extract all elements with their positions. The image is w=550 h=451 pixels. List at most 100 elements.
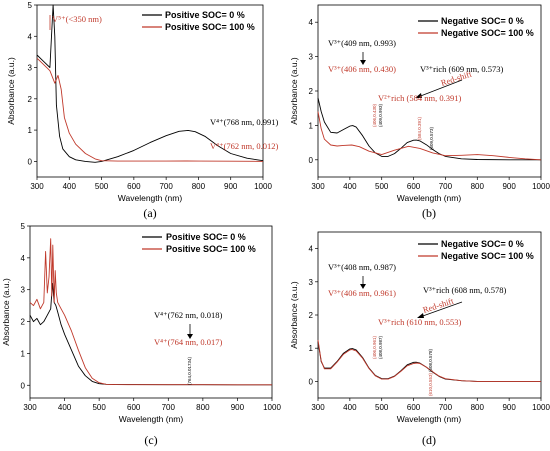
panel-a-x-tick-label-2: 500: [95, 182, 109, 191]
panel-c-legend-label-0: Positive SOC= 0 %: [166, 232, 246, 242]
panel-b-annotation-arrowhead: [360, 60, 366, 65]
panel-b-y-tick-label-1: 1: [309, 121, 314, 130]
panel-b-x-tick-label-7: 1000: [532, 182, 550, 191]
panel-d-y-tick-label-1: 1: [309, 344, 314, 353]
panel-b-ticks: 300 400 500 600 700 800 900 1000 0 1 2 3 4: [309, 18, 550, 191]
panel-a-x-tick-label-7: 1000: [254, 182, 272, 191]
panel-d-y-axis-title: Absorbance (a.u.): [289, 281, 299, 349]
panel-a-x-tick-label-1: 400: [63, 182, 77, 191]
panel-d-ticks: 300 400 500 600 700 800 900 1000 0 1 2 3 4: [309, 245, 550, 412]
panel-a-y-tick-label-3: 3: [28, 64, 33, 73]
panel-b-point-label-409: (409,0.993): [378, 103, 383, 127]
panel-d-y-tick-label-4: 4: [309, 245, 314, 254]
panel-a-annotation-v4-100: V⁴⁺(762 nm, 0.012): [210, 141, 279, 151]
panel-b-series: [317, 97, 542, 161]
panel-b-redshift-arrowhead: [415, 93, 422, 98]
panel-c-y-tick-label-4: 4: [21, 254, 26, 263]
panel-a-series-line-0: [36, 4, 264, 163]
panel-c-y-tick-label-5: 5: [21, 222, 26, 231]
panel-c-y-axis-title: Absorbance (a.u.): [1, 278, 11, 346]
panel-c-y-tick-label-0: 0: [21, 381, 26, 390]
panel-b-annotation-v3rich: V³⁺rich (609 nm, 0.573): [420, 64, 503, 74]
panel-c-annotation-v4-0: V⁴⁺(762 nm, 0.018): [154, 310, 223, 320]
panel-b-legend-label-0: Negative SOC= 0 %: [441, 16, 524, 26]
panel-b-point-label-584: (584,0.391): [417, 116, 422, 140]
panel-d-annotation-redshift: Red-shift: [422, 295, 456, 314]
panel-d-point-label-408: (408,0.987): [378, 335, 383, 359]
panel-b-point-label-609: (609,0.573): [429, 126, 434, 150]
panel-a-series: [36, 4, 264, 163]
panel-a-label: (a): [143, 206, 156, 220]
panel-a-x-axis-title: Wavelength (nm): [118, 193, 183, 203]
panel-d-x-tick-label-3: 600: [407, 403, 421, 412]
panel-b-point-label-406: (406,0.430): [372, 103, 377, 127]
panel-b-redshift-arrow: [417, 79, 463, 98]
panel-d-x-tick-label-5: 800: [471, 403, 485, 412]
panel-a-y-axis-title: Absorbance (a.u.): [6, 57, 16, 125]
panel-a-x-tick-label-4: 700: [159, 182, 173, 191]
panel-c-series: [29, 238, 272, 386]
panel-d-series-line-1: [317, 339, 541, 382]
panel-c-x-tick-label-1: 400: [58, 403, 72, 412]
panel-b-y-tick-label-3: 3: [309, 53, 314, 62]
panel-c-annotation-v4-100: V⁴⁺(764 nm, 0.017): [154, 337, 223, 347]
panel-a: 300 400 500 600 700 800 900 1000 0 1 2 3 4 5 Positive…: [6, 1, 279, 220]
panel-b-legend-label-1: Negative SOC= 100 %: [441, 28, 534, 38]
panel-d-x-tick-label-1: 400: [343, 403, 357, 412]
panel-b-series-line-1: [317, 111, 542, 161]
panel-b-x-tick-label-5: 800: [471, 182, 485, 191]
panel-d-point-label-608: (608,0.578): [428, 348, 433, 372]
panel-c-y-tick-label-2: 2: [21, 318, 26, 327]
panel-d-point-label-610: (610,0.553): [428, 372, 433, 396]
panel-b-annotation-v3-100: V³⁺(406 nm, 0.430): [328, 64, 396, 74]
panel-c-ticks: 300 400 500 600 700 800 900 1000 0 1 2 3 4 5: [21, 222, 282, 412]
panel-d-redshift-arrowhead: [417, 313, 424, 318]
panel-b-annotation-v3-0: V³⁺(409 nm, 0.993): [328, 38, 396, 48]
panel-d-legend-label-1: Negative SOC= 100 %: [441, 251, 534, 261]
panel-b-y-axis-title: Absorbance (a.u.): [289, 57, 299, 125]
panel-d-point-label-406: (406,0.961): [372, 335, 377, 359]
panel-c-x-tick-label-3: 600: [127, 403, 141, 412]
panel-d-x-tick-label-4: 700: [439, 403, 453, 412]
panel-d-x-tick-label-0: 300: [311, 403, 325, 412]
panel-a-y-tick-label-4: 4: [28, 32, 33, 41]
panel-c-x-tick-label-4: 700: [162, 403, 176, 412]
panel-d-label: (d): [422, 433, 436, 447]
panel-a-legend-label-1: Positive SOC= 100 %: [165, 22, 255, 32]
panel-a-y-tick-label-1: 1: [28, 126, 33, 135]
panel-b-label: (b): [422, 206, 436, 220]
panel-a-annotation-v4-0: V⁴⁺(768 nm, 0.991): [210, 117, 279, 127]
panel-a-x-tick-label-6: 900: [224, 182, 238, 191]
panel-b-x-tick-label-6: 900: [502, 182, 516, 191]
panel-c-x-tick-label-0: 300: [23, 403, 37, 412]
panel-c-y-tick-label-1: 1: [21, 349, 26, 358]
panel-d-annotation-v3rich-100: V³⁺rich (610 nm, 0.553): [378, 317, 461, 327]
panel-b: 300 400 500 600 700 800 900 1000 0 1 2 3 4 Negative …: [289, 4, 550, 220]
panel-d-x-tick-label-7: 1000: [532, 403, 550, 412]
panel-d-x-axis-title: Wavelength (nm): [397, 414, 462, 424]
panel-c-point-label-764: (764,0.01734): [187, 356, 192, 385]
panel-c-x-tick-label-2: 500: [92, 403, 106, 412]
panel-d-y-tick-label-0: 0: [309, 377, 314, 386]
panel-d-annotation-arrowhead: [360, 284, 366, 289]
panel-a-x-tick-label-0: 300: [30, 182, 44, 191]
panel-d-x-tick-label-2: 500: [375, 403, 389, 412]
panel-a-x-tick-label-3: 600: [127, 182, 141, 191]
panel-b-y-tick-label-2: 2: [309, 87, 314, 96]
panel-b-x-tick-label-4: 700: [439, 182, 453, 191]
panel-c-x-axis-title: Wavelength (nm): [119, 414, 184, 424]
panel-d-y-tick-label-3: 3: [309, 278, 314, 287]
panel-c-series-line-0: [29, 282, 272, 386]
panel-c-series-line-1: [29, 238, 272, 386]
panel-c: 300 400 500 600 700 800 900 1000 0 1 2 3 4 5 Positive…: [1, 222, 281, 447]
panel-a-plot-frame: [36, 4, 264, 178]
panel-b-annotation-v2rich: V²⁺rich (584 nm, 0.391): [378, 93, 461, 103]
panel-b-y-tick-label-0: 0: [309, 156, 314, 165]
panel-c-legend-label-1: Positive SOC= 100 %: [166, 244, 256, 254]
panel-c-y-tick-label-3: 3: [21, 286, 26, 295]
panel-d-annotation-v3-0: V³⁺(408 nm, 0.987): [328, 262, 396, 272]
panel-c-x-tick-label-7: 1000: [263, 403, 281, 412]
panel-c-label: (c): [144, 433, 157, 447]
panel-d-series: [317, 339, 541, 382]
